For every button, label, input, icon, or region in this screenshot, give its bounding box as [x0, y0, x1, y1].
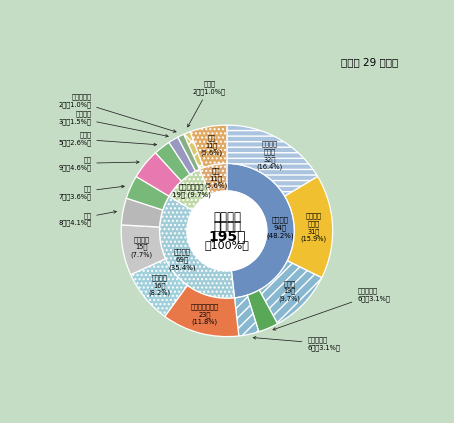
- Text: 発生総数: 発生総数: [213, 220, 241, 233]
- Text: 維持管理
不十分
32件
(16.4%): 維持管理 不十分 32件 (16.4%): [257, 141, 283, 170]
- Wedge shape: [121, 225, 166, 275]
- Wedge shape: [131, 259, 188, 316]
- Wedge shape: [190, 125, 227, 168]
- Wedge shape: [178, 134, 199, 171]
- Text: 破損
8件（4.1%）: 破損 8件（4.1%）: [58, 211, 116, 226]
- Text: 設計不良
16件
(8.2%): 設計不良 16件 (8.2%): [149, 275, 171, 297]
- Text: 調査中
2件（1.0%）: 調査中 2件（1.0%）: [188, 80, 226, 127]
- Text: その他の要因
19件 (9.7%): その他の要因 19件 (9.7%): [172, 184, 211, 198]
- Wedge shape: [235, 295, 259, 336]
- Text: （100%）: （100%）: [204, 240, 249, 250]
- Wedge shape: [227, 125, 318, 196]
- Text: 地震等災害
2件（1.0%）: 地震等災害 2件（1.0%）: [58, 93, 176, 132]
- Wedge shape: [121, 198, 163, 227]
- Wedge shape: [199, 163, 227, 195]
- Wedge shape: [156, 143, 190, 181]
- Wedge shape: [285, 176, 333, 278]
- Text: 施工不良
15件
(7.7%): 施工不良 15件 (7.7%): [131, 236, 153, 258]
- Text: 操作確認
不十分
31件
(15.9%): 操作確認 不十分 31件 (15.9%): [301, 213, 326, 242]
- Text: 故障
7件（3.6%）: 故障 7件（3.6%）: [58, 185, 124, 200]
- Text: 195件: 195件: [208, 229, 246, 243]
- Wedge shape: [159, 196, 235, 298]
- Text: 交通事故
3件（1.5%）: 交通事故 3件（1.5%）: [59, 110, 168, 137]
- Wedge shape: [227, 163, 294, 298]
- Wedge shape: [184, 132, 203, 169]
- Text: 不明
11件
(5.6%): 不明 11件 (5.6%): [204, 167, 227, 190]
- Wedge shape: [126, 176, 169, 210]
- Text: 頼焼
9件（4.6%）: 頼焼 9件（4.6%）: [58, 157, 139, 170]
- Wedge shape: [136, 153, 182, 196]
- Text: 人的要因
94件
(48.2%): 人的要因 94件 (48.2%): [266, 217, 294, 239]
- Circle shape: [187, 191, 267, 271]
- Wedge shape: [259, 261, 322, 324]
- Wedge shape: [169, 137, 196, 174]
- Wedge shape: [165, 286, 239, 337]
- Text: 火災事故: 火災事故: [213, 211, 241, 224]
- Wedge shape: [247, 290, 277, 332]
- Text: 操作未実施
6件（3.1%）: 操作未実施 6件（3.1%）: [273, 287, 390, 330]
- Text: （平成 29 年中）: （平成 29 年中）: [340, 57, 398, 67]
- Text: 誤操作
19件
(9.7%): 誤操作 19件 (9.7%): [278, 280, 301, 302]
- Wedge shape: [169, 169, 211, 210]
- Text: 監視不十分
6件（3.1%）: 監視不十分 6件（3.1%）: [253, 336, 340, 351]
- Text: 放火等
5件（2.6%）: 放火等 5件（2.6%）: [58, 132, 157, 146]
- Text: 物的要因
69件
(35.4%): 物的要因 69件 (35.4%): [168, 249, 196, 271]
- Text: 不明
11件
(5.6%): 不明 11件 (5.6%): [201, 135, 223, 157]
- Text: 腔食疲労等劣化
23件
(11.8%): 腔食疲労等劣化 23件 (11.8%): [191, 304, 219, 325]
